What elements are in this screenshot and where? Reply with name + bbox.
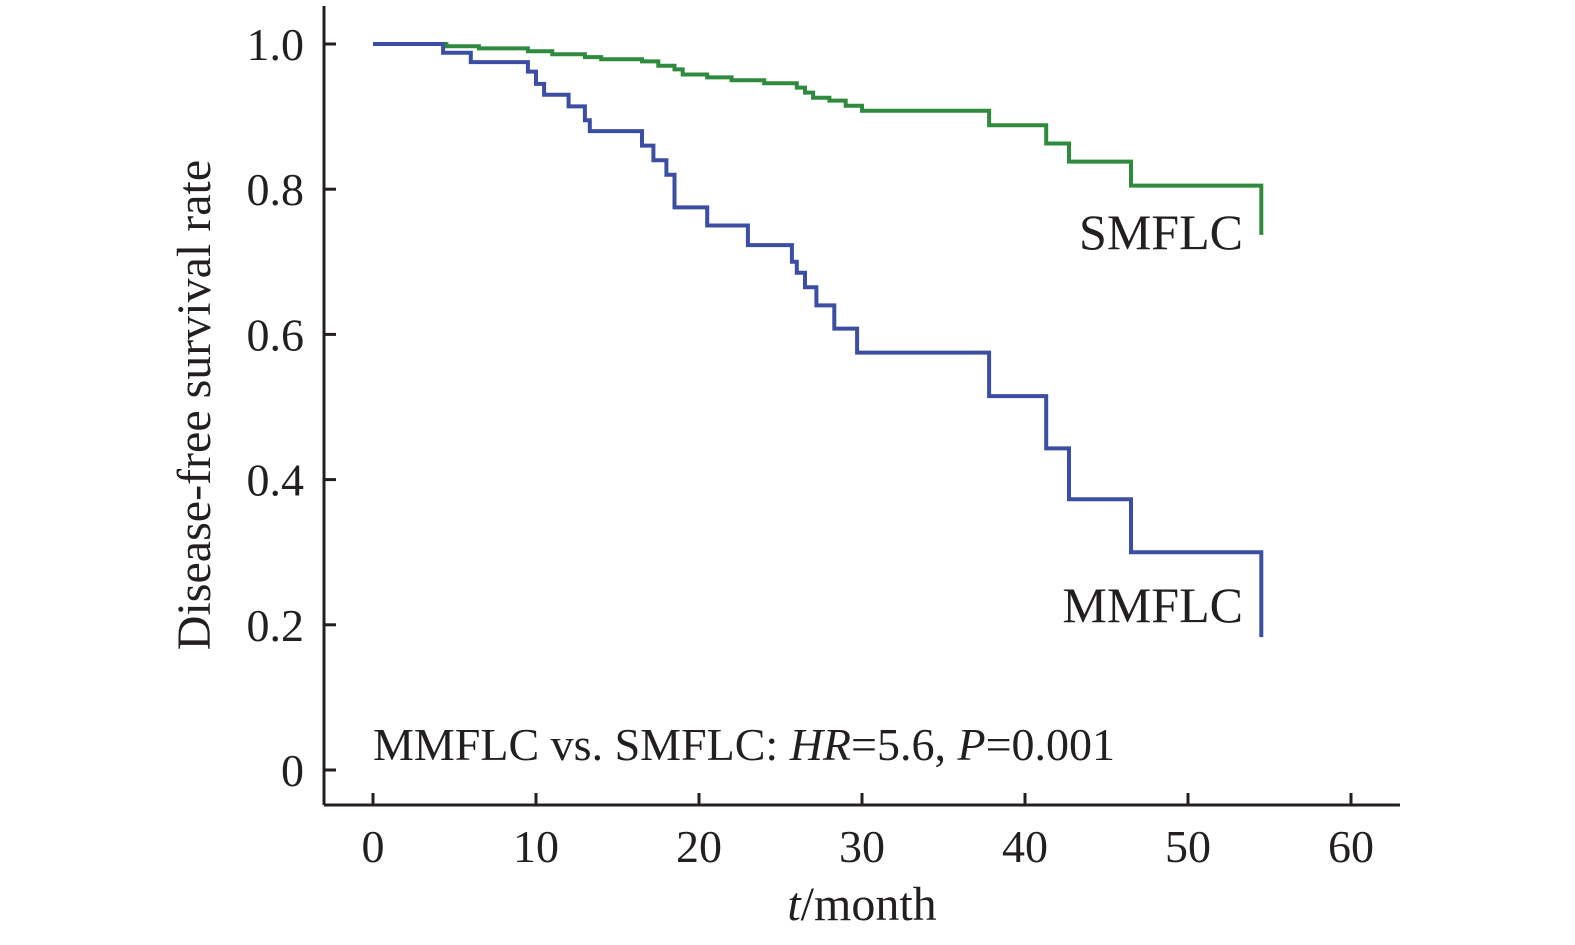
annotation-hr-value: =5.6, <box>851 719 957 770</box>
annotation-p-value: =0.001 <box>986 719 1115 770</box>
x-tick-label: 60 <box>1328 821 1374 872</box>
x-tick-label: 50 <box>1165 821 1211 872</box>
axes <box>322 6 1400 807</box>
annotation-p-symbol: P <box>956 719 985 770</box>
annotation-prefix: MMFLC vs. SMFLC: <box>373 719 790 770</box>
y-tick-label: 0 <box>281 745 304 796</box>
survival-curves <box>373 42 1264 638</box>
x-ticks: 0 10 20 30 40 50 60 <box>362 793 1374 872</box>
y-tick-label: 0.2 <box>247 600 305 651</box>
series-label-smflc: SMFLC <box>1079 204 1243 260</box>
series-label-mmflc: MMFLC <box>1062 577 1243 633</box>
x-axis-label-variable: t <box>787 878 802 931</box>
y-tick-label: 1.0 <box>247 19 305 70</box>
survival-curve-smflc <box>373 42 1264 235</box>
x-tick-label: 40 <box>1002 821 1048 872</box>
annotation-hr-symbol: HR <box>789 719 851 770</box>
x-tick-label: 0 <box>362 821 385 872</box>
x-tick-label: 10 <box>513 821 559 872</box>
y-tick-label: 0.8 <box>247 164 305 215</box>
x-tick-label: 20 <box>676 821 722 872</box>
y-tick-label: 0.4 <box>247 455 305 506</box>
x-axis-label: t/month <box>787 878 936 931</box>
y-axis-label: Disease-free survival rate <box>168 160 221 650</box>
y-tick-label: 0.6 <box>247 309 305 360</box>
x-axis-label-unit: /month <box>801 878 937 931</box>
y-ticks: 0 0.2 0.4 0.6 0.8 1.0 <box>247 19 336 796</box>
x-tick-label: 30 <box>839 821 885 872</box>
survival-curve-mmflc <box>373 42 1264 638</box>
hazard-ratio-annotation: MMFLC vs. SMFLC: HR=5.6, P=0.001 <box>373 719 1115 770</box>
